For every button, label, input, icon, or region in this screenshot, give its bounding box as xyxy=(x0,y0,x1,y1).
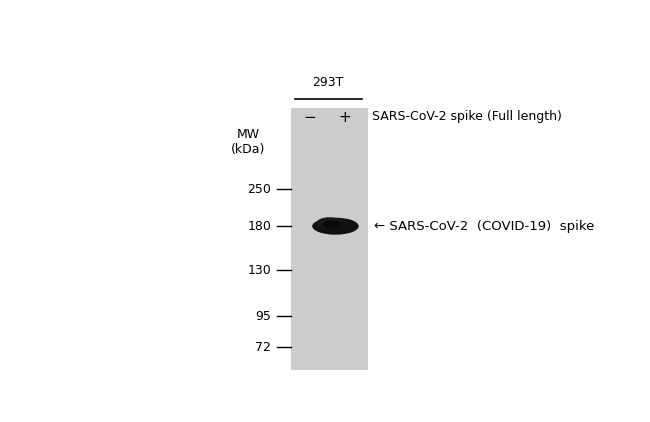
Text: 180: 180 xyxy=(247,220,271,233)
Text: 72: 72 xyxy=(255,341,271,354)
Ellipse shape xyxy=(323,220,341,229)
Text: 95: 95 xyxy=(255,310,271,323)
Text: −: − xyxy=(304,110,317,125)
Bar xyxy=(291,108,368,370)
Text: MW
(kDa): MW (kDa) xyxy=(231,127,265,156)
Text: 293T: 293T xyxy=(312,76,343,89)
Text: ← SARS-CoV-2  (COVID-19)  spike: ← SARS-CoV-2 (COVID-19) spike xyxy=(374,220,595,233)
Ellipse shape xyxy=(312,218,359,235)
Text: 130: 130 xyxy=(248,264,271,276)
Ellipse shape xyxy=(317,217,342,229)
Text: 250: 250 xyxy=(247,183,271,196)
Text: +: + xyxy=(339,110,351,125)
Text: SARS-CoV-2 spike (Full length): SARS-CoV-2 spike (Full length) xyxy=(372,110,562,123)
